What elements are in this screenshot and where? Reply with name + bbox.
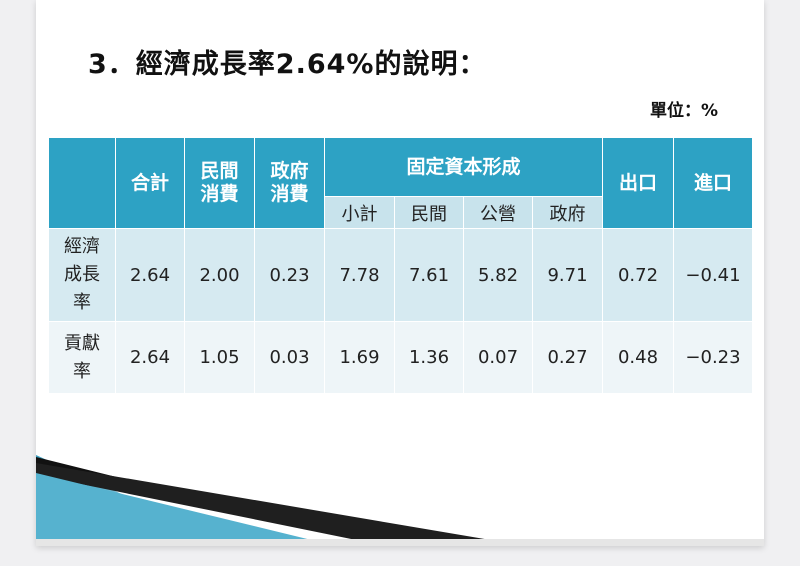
header-fixed-capital: 固定資本形成 bbox=[324, 137, 603, 197]
row-label-contribution: 貢獻 率 bbox=[48, 321, 116, 394]
header-government-consumption-line1: 政府 bbox=[270, 160, 309, 182]
cell-total: 2.64 bbox=[115, 321, 185, 394]
cell-capital-public-enterprise: 5.82 bbox=[463, 228, 533, 322]
growth-table: 合計 民間 消費 政府 消費 固定資本形成 出口 進口 小計 民間 公營 政府 … bbox=[48, 137, 753, 394]
header-total: 合計 bbox=[115, 137, 185, 229]
cell-exports: 0.72 bbox=[602, 228, 674, 322]
cell-imports: −0.41 bbox=[673, 228, 753, 322]
cell-private-consumption: 1.05 bbox=[184, 321, 255, 394]
cell-capital-subtotal: 1.69 bbox=[324, 321, 395, 394]
subheader-public-enterprise: 公營 bbox=[463, 196, 533, 229]
unit-label: 單位：% bbox=[649, 101, 718, 121]
cell-exports: 0.48 bbox=[602, 321, 674, 394]
row-label-line: 經濟 bbox=[64, 236, 100, 257]
row-label-line: 率 bbox=[73, 292, 91, 313]
header-exports: 出口 bbox=[602, 137, 674, 229]
decorative-swoosh bbox=[36, 455, 764, 546]
subheader-subtotal: 小計 bbox=[324, 196, 395, 229]
slide: 3．經濟成長率2.64%的說明： 單位：% 合計 民間 消費 政府 消費 固定資… bbox=[36, 0, 764, 546]
subheader-row: 小計 民間 公營 政府 bbox=[49, 196, 753, 229]
cell-capital-government: 9.71 bbox=[532, 228, 603, 322]
table-row-contribution: 貢獻 率 2.64 1.05 0.03 1.69 1.36 0.07 0.27 … bbox=[48, 321, 753, 394]
subheader-private: 民間 bbox=[394, 196, 464, 229]
corner-cell bbox=[48, 137, 116, 229]
cell-capital-private: 7.61 bbox=[394, 228, 464, 322]
cell-government-consumption: 0.23 bbox=[254, 228, 325, 322]
header-government-consumption-line2: 消費 bbox=[270, 183, 309, 205]
subheader-government: 政府 bbox=[532, 196, 603, 229]
header-private-consumption-line2: 消費 bbox=[200, 183, 239, 205]
row-label-line: 率 bbox=[73, 360, 91, 382]
cell-capital-subtotal: 7.78 bbox=[324, 228, 395, 322]
header-private-consumption: 民間 消費 bbox=[184, 137, 255, 229]
row-label-line: 成長 bbox=[64, 264, 100, 285]
cell-capital-private: 1.36 bbox=[394, 321, 464, 394]
cell-total: 2.64 bbox=[115, 228, 185, 322]
cell-imports: −0.23 bbox=[673, 321, 753, 394]
header-row: 合計 民間 消費 政府 消費 固定資本形成 出口 進口 bbox=[48, 137, 753, 229]
cell-capital-public-enterprise: 0.07 bbox=[463, 321, 533, 394]
row-label-growth-rate: 經濟 成長 率 bbox=[48, 228, 116, 322]
header-government-consumption: 政府 消費 bbox=[254, 137, 325, 229]
cell-capital-government: 0.27 bbox=[532, 321, 603, 394]
row-label-line: 貢獻 bbox=[64, 332, 100, 354]
header-imports: 進口 bbox=[673, 137, 753, 229]
cell-government-consumption: 0.03 bbox=[254, 321, 325, 394]
cell-private-consumption: 2.00 bbox=[184, 228, 255, 322]
slide-title: 3．經濟成長率2.64%的說明： bbox=[88, 49, 487, 80]
table-row-growth-rate: 經濟 成長 率 2.64 2.00 0.23 7.78 7.61 5.82 9.… bbox=[48, 228, 753, 322]
header-private-consumption-line1: 民間 bbox=[200, 160, 239, 182]
